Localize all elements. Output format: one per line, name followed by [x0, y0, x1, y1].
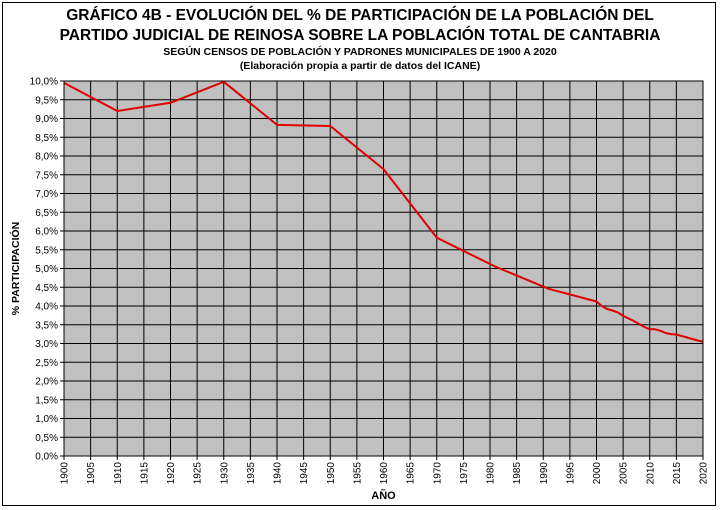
x-tick-label: 1970 [432, 462, 443, 485]
x-tick-label: 1955 [352, 462, 363, 485]
x-tick-label: 2020 [699, 462, 710, 485]
series-line [63, 80, 704, 343]
y-tick-label: 3,5% [35, 320, 58, 331]
y-axis-ticks: 0,0% 0,5% 1,0% 1,5% 2,0% 2,5% 3,0% 3,5% 4,0% 4,5%… [30, 77, 64, 463]
x-tick-label: 1990 [539, 462, 550, 485]
x-tick-label: 2000 [592, 462, 603, 485]
x-tick-label: 1945 [299, 462, 310, 485]
y-axis-title: % PARTICIPACIÓN [9, 222, 22, 316]
y-tick-label: 4,0% [35, 302, 58, 313]
x-tick-label: 1905 [86, 462, 97, 485]
y-tick-label: 2,0% [35, 377, 58, 388]
x-axis-ticks: 1900 1905 1910 1915 1920 1925 1930 1935 1940 1945… [60, 456, 710, 484]
chart-subtitle-line-2: (Elaboración propia a partir de datos de… [239, 60, 481, 72]
x-tick-label: 1910 [113, 462, 124, 485]
x-tick-label: 2005 [619, 462, 630, 485]
x-tick-label: 1915 [139, 462, 150, 485]
x-tick-label: 1940 [273, 462, 284, 485]
y-tick-label: 9,0% [35, 114, 58, 125]
y-tick-label: 8,0% [35, 152, 58, 163]
y-tick-label: 1,0% [35, 414, 58, 425]
y-tick-label: 1,5% [35, 395, 58, 406]
grid-lines [63, 80, 704, 457]
x-tick-label: 1920 [166, 462, 177, 485]
y-tick-label: 6,0% [35, 227, 58, 238]
y-tick-label: 5,5% [35, 245, 58, 256]
y-tick-label: 7,0% [35, 189, 58, 200]
x-tick-label: 1980 [486, 462, 497, 485]
chart-subtitle-line-1: SEGÚN CENSOS DE POBLACIÓN Y PADRONES MUN… [163, 46, 557, 58]
x-tick-label: 1995 [565, 462, 576, 485]
y-tick-label: 8,5% [35, 133, 58, 144]
x-tick-label: 1960 [379, 462, 390, 485]
y-tick-label: 2,5% [35, 358, 58, 369]
x-tick-label: 1925 [193, 462, 204, 485]
x-tick-label: 2010 [645, 462, 656, 485]
x-tick-label: 1950 [326, 462, 337, 485]
x-tick-label: 1900 [60, 462, 71, 485]
y-tick-label: 9,5% [35, 95, 58, 106]
y-tick-label: 6,5% [35, 208, 58, 219]
chart-title-line-1: GRÁFICO 4B - EVOLUCIÓN DEL % DE PARTICIP… [66, 7, 654, 24]
x-tick-label: 1965 [406, 462, 417, 485]
y-tick-label: 7,5% [35, 170, 58, 181]
y-tick-label: 3,0% [35, 339, 58, 350]
x-tick-label: 1985 [512, 462, 523, 485]
x-tick-label: 1975 [459, 462, 470, 485]
x-tick-label: 2015 [672, 462, 683, 485]
y-tick-label: 5,0% [35, 264, 58, 275]
y-tick-label: 10,0% [30, 77, 58, 88]
y-tick-label: 0,5% [35, 433, 58, 444]
x-axis-title: AÑO [371, 489, 396, 502]
x-tick-label: 1930 [219, 462, 230, 485]
chart-title-line-2: PARTIDO JUDICIAL DE REINOSA SOBRE LA POB… [59, 27, 661, 44]
y-tick-label: 0,0% [35, 452, 58, 463]
y-tick-label: 4,5% [35, 283, 58, 294]
plot-border [63, 80, 704, 457]
x-tick-label: 1935 [246, 462, 257, 485]
